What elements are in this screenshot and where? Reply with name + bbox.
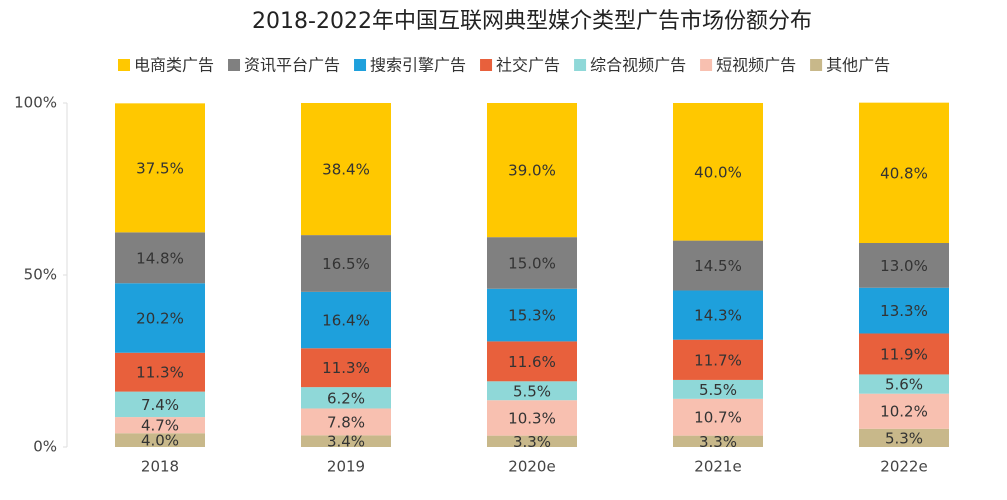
value-label: 7.4%	[141, 396, 179, 414]
y-tick-label: 100%	[14, 94, 57, 112]
bar-segment	[301, 103, 391, 236]
bar-segment	[859, 333, 949, 375]
value-label: 5.6%	[885, 376, 923, 394]
value-label: 11.3%	[136, 364, 184, 382]
legend-swatch	[118, 59, 130, 71]
value-label: 3.3%	[699, 433, 737, 451]
bar-segment	[673, 435, 763, 447]
legend-label: 资讯平台广告	[244, 56, 340, 75]
bar-segment	[487, 435, 577, 447]
legend-label: 电商类广告	[134, 56, 214, 75]
legend-swatch	[810, 59, 823, 71]
value-label: 3.3%	[513, 433, 551, 451]
bar-segment	[859, 428, 949, 447]
bar-segment	[301, 291, 391, 349]
bar-segment	[115, 352, 205, 392]
value-label: 6.2%	[327, 389, 365, 407]
chart-title: 2018-2022年中国互联网典型媒介类型广告市场份额分布	[252, 9, 812, 34]
bar-segment	[859, 374, 949, 394]
bar-segment	[301, 235, 391, 292]
value-label: 40.8%	[880, 164, 928, 182]
legend-label: 社交广告	[496, 56, 560, 75]
bar-segment	[487, 381, 577, 401]
legend-label: 搜索引擎广告	[370, 56, 466, 75]
value-label: 15.0%	[508, 254, 556, 272]
value-label: 16.5%	[322, 255, 370, 273]
bar-segment	[115, 232, 205, 284]
value-label: 10.7%	[694, 409, 742, 427]
bar-segment	[673, 379, 763, 399]
bar-segment	[301, 387, 391, 409]
value-label: 14.8%	[136, 249, 184, 267]
bar-segment	[673, 339, 763, 380]
legend-label: 短视频广告	[716, 56, 796, 75]
x-tick-label: 2021e	[694, 458, 741, 476]
bar-segment	[487, 237, 577, 289]
bar-segment	[673, 290, 763, 340]
value-label: 14.3%	[694, 307, 742, 325]
value-label: 13.3%	[880, 302, 928, 320]
legend-swatch	[480, 59, 493, 71]
bar-segment	[115, 433, 205, 447]
value-label: 11.6%	[508, 353, 556, 371]
value-label: 5.5%	[513, 382, 551, 400]
bar-segment	[115, 391, 205, 418]
value-label: 37.5%	[136, 159, 184, 177]
value-label: 15.3%	[508, 307, 556, 325]
value-label: 10.2%	[880, 403, 928, 421]
legend-swatch	[228, 59, 241, 71]
x-tick-label: 2022e	[880, 458, 927, 476]
y-tick-label: 0%	[33, 438, 57, 456]
legend-swatch	[574, 59, 587, 71]
bar-segment	[301, 435, 391, 447]
bar-segment	[115, 283, 205, 353]
bar-segment	[487, 103, 577, 238]
value-label: 4.7%	[141, 417, 179, 435]
legend-swatch	[354, 59, 367, 71]
bar-segment	[673, 398, 763, 436]
value-label: 13.0%	[880, 257, 928, 275]
bar-segment	[859, 393, 949, 429]
legend-swatch	[700, 59, 713, 71]
bar-segment	[301, 408, 391, 436]
legend-label: 综合视频广告	[590, 56, 686, 75]
value-label: 7.8%	[327, 413, 365, 431]
value-label: 20.2%	[136, 310, 184, 328]
bar-segment	[859, 102, 949, 244]
bar-segment	[673, 240, 763, 291]
value-label: 16.4%	[322, 312, 370, 330]
legend-label: 其他广告	[826, 56, 890, 75]
bar-segment	[487, 341, 577, 382]
value-label: 39.0%	[508, 162, 556, 180]
value-label: 11.3%	[322, 359, 370, 377]
bar-segment	[301, 348, 391, 388]
value-label: 10.3%	[508, 409, 556, 427]
value-label: 3.4%	[327, 433, 365, 451]
value-label: 4.0%	[141, 432, 179, 450]
value-label: 11.7%	[694, 351, 742, 369]
bar-segment	[673, 103, 763, 241]
value-label: 5.5%	[699, 381, 737, 399]
bar-segment	[487, 400, 577, 436]
value-label: 38.4%	[322, 161, 370, 179]
bar-segment	[115, 417, 205, 434]
y-tick-label: 50%	[24, 266, 57, 284]
value-label: 40.0%	[694, 163, 742, 181]
bar-segment	[859, 287, 949, 334]
value-label: 11.9%	[880, 345, 928, 363]
bar-segment	[115, 103, 205, 233]
bar-segment	[859, 243, 949, 288]
x-tick-label: 2020e	[508, 458, 555, 476]
value-label: 5.3%	[885, 429, 923, 447]
x-tick-label: 2019	[327, 458, 365, 476]
x-tick-label: 2018	[141, 458, 179, 476]
value-label: 14.5%	[694, 257, 742, 275]
bar-segment	[487, 288, 577, 342]
